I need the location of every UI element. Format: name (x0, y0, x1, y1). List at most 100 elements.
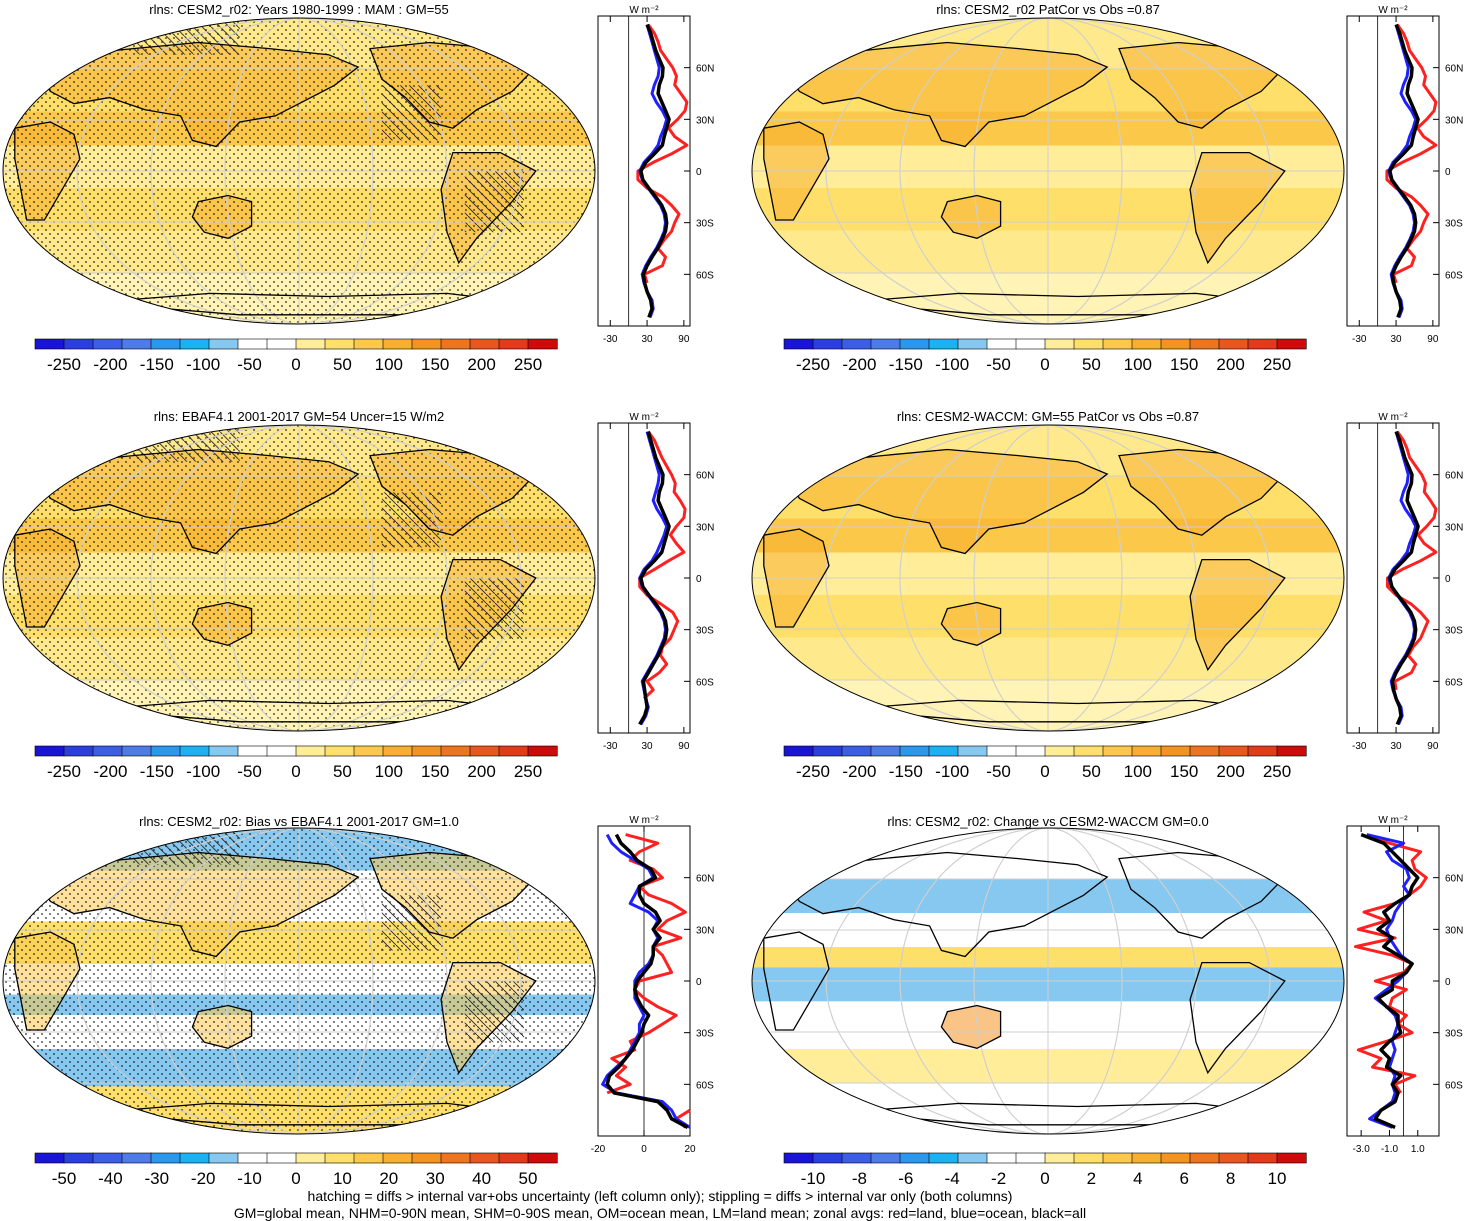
colorbar-tick-label: 100 (1124, 355, 1152, 374)
coastline (14, 121, 81, 221)
colorbar-swatch (382, 745, 413, 757)
colorbar-swatch (469, 338, 500, 350)
colorbar-tick-label: -2 (991, 1169, 1006, 1188)
footnote-definitions: GM=global mean, NHM=0-90N mean, SHM=0-90… (234, 1205, 1086, 1221)
coastline (14, 931, 81, 1031)
colorbar-tick-label: -50 (237, 355, 262, 374)
zonal-lat-tick-label: 30N (1445, 522, 1463, 533)
zonal-x-tick-label: -30 (1352, 334, 1367, 345)
colorbar-tick-label: 0 (291, 355, 300, 374)
longitude-gridline (224, 828, 374, 1134)
colorbar-tick-label: 200 (1216, 355, 1244, 374)
colorbar-tick-label: -50 (52, 1169, 77, 1188)
hatching (381, 85, 442, 141)
colorbar-tick-label: 200 (1216, 762, 1244, 781)
colorbar-swatch (1218, 338, 1249, 350)
colorbar-swatch (208, 1152, 239, 1164)
zonal-lat-tick-label: 0 (1445, 574, 1451, 585)
zonal-x-tick-label: -30 (603, 334, 618, 345)
zonal-unit-label: W m⁻² (1378, 412, 1408, 423)
colorbar-swatch (382, 1152, 413, 1164)
zonal-x-tick-label: 90 (1427, 741, 1439, 752)
colorbar-swatch (92, 1152, 123, 1164)
colorbar-swatch (295, 1152, 326, 1164)
zonal-all-line (1388, 430, 1420, 726)
zonal-lat-tick-label: 60S (696, 270, 714, 281)
colorbar: -250 -200 -150 -100 -50 0 50 100 150 200 250 (34, 338, 558, 374)
colorbar-swatch (411, 1152, 442, 1164)
colorbar-swatch (179, 745, 210, 757)
colorbar-swatch (957, 1152, 988, 1164)
colorbar-tick-label: 50 (333, 355, 352, 374)
zonal-x-tick-label: 1.0 (1411, 1144, 1425, 1155)
colorbar-tick-label: 0 (291, 762, 300, 781)
colorbar-swatch (1102, 745, 1133, 757)
coastline (1189, 961, 1286, 1075)
colorbar-swatch (1044, 1152, 1075, 1164)
colorbar-swatch (1015, 1152, 1046, 1164)
zonal-lat-tick-label: 60S (1445, 677, 1463, 688)
zonal-unit-label: W m⁻² (629, 412, 659, 423)
coastline (940, 601, 1002, 646)
colorbar-swatch (870, 338, 901, 350)
map (752, 425, 1344, 731)
zonal-x-tick-label: -30 (603, 741, 618, 752)
colorbar: -250 -200 -150 -100 -50 0 50 100 150 200 250 (34, 745, 558, 781)
colorbar-swatch (150, 1152, 181, 1164)
zonal-unit-label: W m⁻² (1378, 815, 1408, 826)
colorbar-swatch (324, 745, 355, 757)
map-border (751, 827, 1345, 1135)
longitude-gridline (224, 18, 374, 324)
hatching (464, 578, 524, 640)
land-field (941, 602, 1001, 646)
zonal-lat-tick-label: 60S (696, 1080, 714, 1091)
colorbar-tick-label: 50 (333, 762, 352, 781)
colorbar: -250 -200 -150 -100 -50 0 50 100 150 200 250 (783, 338, 1307, 374)
colorbar-swatch (1189, 338, 1220, 350)
zonal-x-tick-label: 90 (678, 741, 690, 752)
colorbar-tick-label: 0 (1040, 1169, 1049, 1188)
longitude-gridline (973, 828, 1123, 1134)
colorbar-swatch (121, 745, 152, 757)
colorbar-swatch (1276, 338, 1307, 350)
colorbar-tick-label: -250 (796, 762, 830, 781)
colorbar-swatch (527, 1152, 558, 1164)
colorbar-swatch (1160, 1152, 1191, 1164)
colorbar-swatch (63, 338, 94, 350)
colorbar-tick-label: 10 (1268, 1169, 1287, 1188)
zonal-lat-tick-label: 0 (1445, 167, 1451, 178)
panel-title: rlns: CESM2-WACCM: GM=55 PatCor vs Obs =… (897, 409, 1199, 424)
zonal-lat-tick-label: 30S (696, 1029, 714, 1040)
colorbar-swatch (812, 745, 843, 757)
zonal-lat-tick-label: 60S (1445, 270, 1463, 281)
zonal-x-tick-label: 90 (1427, 334, 1439, 345)
zonal-lat-tick-label: 60S (1445, 1080, 1463, 1091)
colorbar-tick-label: -10 (237, 1169, 262, 1188)
colorbar-swatch (1218, 1152, 1249, 1164)
colorbar-swatch (295, 745, 326, 757)
longitude-gridline (973, 425, 1123, 731)
map-border (751, 424, 1345, 732)
colorbar-swatch (237, 1152, 268, 1164)
longitude-gridline (825, 18, 1271, 324)
zonal-x-tick-label: 30 (642, 741, 654, 752)
colorbar-tick-label: -150 (889, 762, 923, 781)
panel-cesm2-r02-patcor: rlns: CESM2_r02 PatCor vs Obs =0.87 -250… (751, 2, 1463, 374)
colorbar-swatch (179, 338, 210, 350)
colorbar-swatch (527, 745, 558, 757)
colorbar-swatch (121, 1152, 152, 1164)
colorbar-tick-label: -150 (140, 355, 174, 374)
colorbar-tick-label: -250 (47, 355, 81, 374)
zonal-x-tick-label: 90 (678, 334, 690, 345)
zonal-lat-tick-label: 30N (696, 925, 714, 936)
panel-title: rlns: CESM2_r02 PatCor vs Obs =0.87 (936, 2, 1160, 17)
colorbar-tick-label: 150 (421, 762, 449, 781)
colorbar-swatch (957, 745, 988, 757)
colorbar-swatch (1044, 745, 1075, 757)
colorbar-tick-label: 200 (467, 762, 495, 781)
colorbar-swatch (783, 1152, 814, 1164)
zonal-lat-tick-label: 0 (696, 574, 702, 585)
coastline (191, 601, 253, 646)
zonal-lat-tick-label: 60N (1445, 471, 1463, 482)
zonal-lat-tick-label: 30N (696, 522, 714, 533)
